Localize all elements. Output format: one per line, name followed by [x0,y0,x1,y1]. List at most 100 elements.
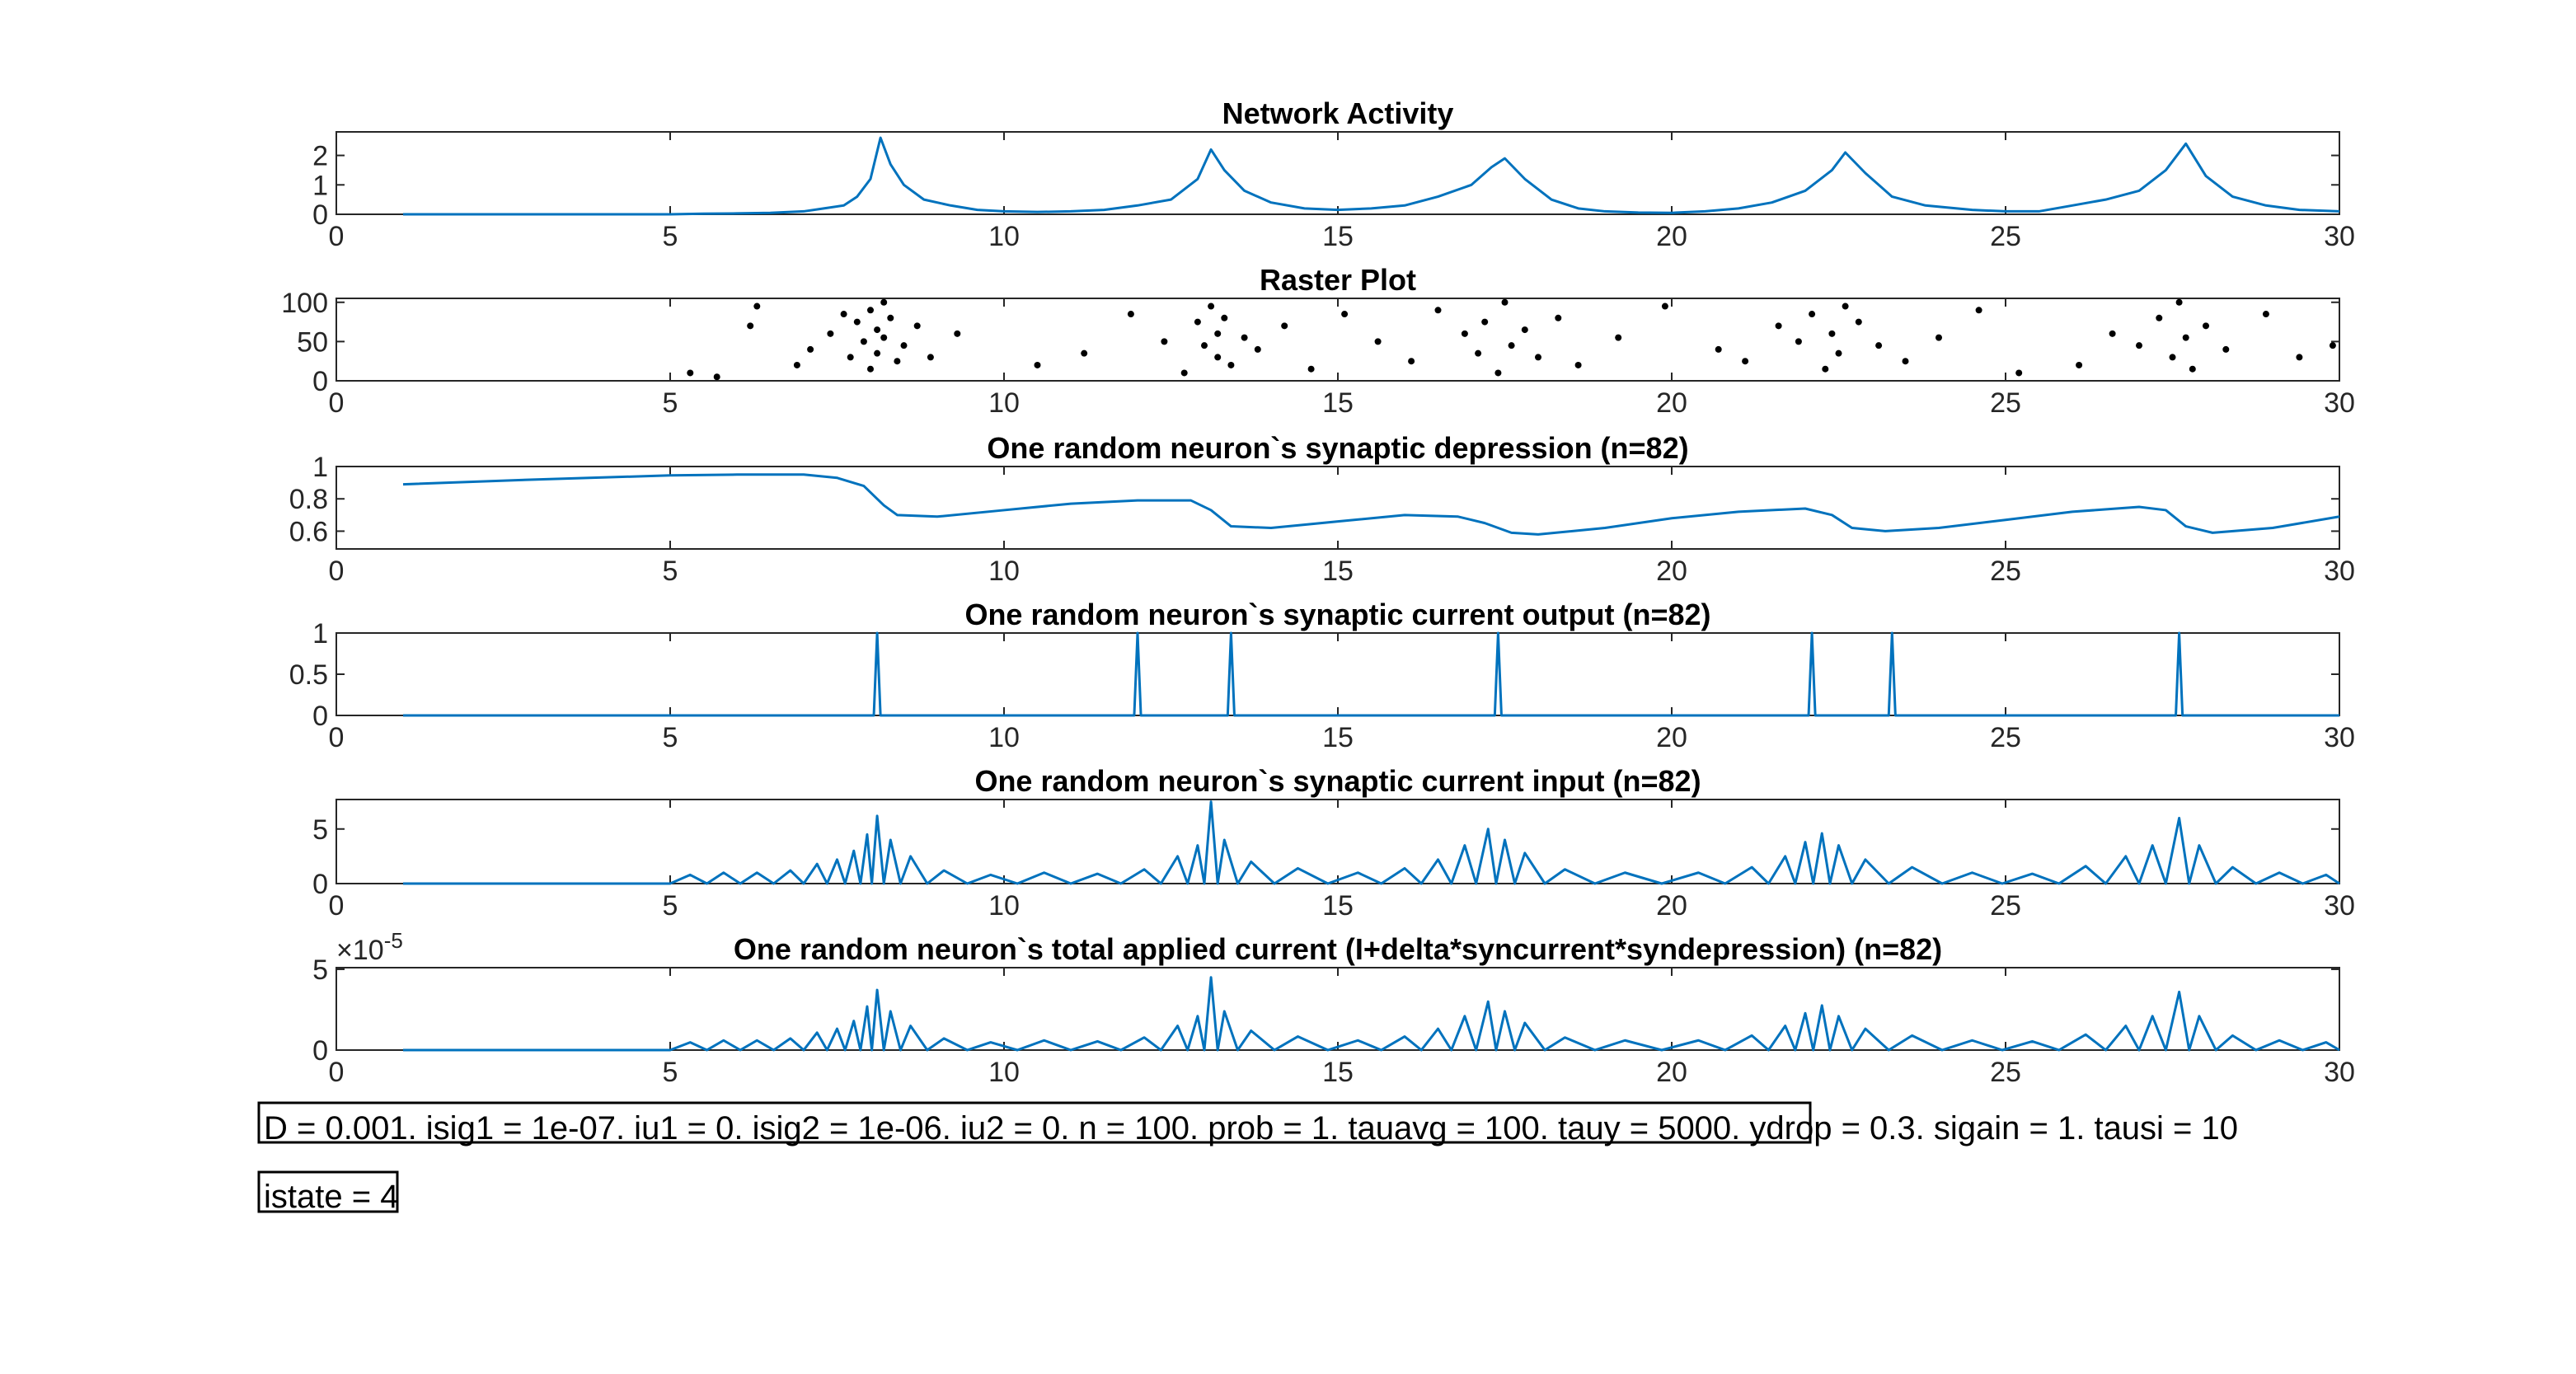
raster-dot [827,330,834,337]
exponent-power: -5 [384,928,403,953]
raster-dot [867,365,874,373]
raster-dot [1822,365,1829,373]
raster-dot [894,358,901,365]
raster-dot [1715,345,1722,353]
raster-dot [1555,314,1562,321]
raster-dot [1975,307,1982,314]
raster-dot [1434,307,1442,314]
raster-dot [1461,330,1468,337]
x-tick-label: 25 [1990,890,2021,921]
y-tick-label: 5 [312,954,328,986]
y-tick-label: 1 [312,452,328,483]
raster-dot [1835,349,1842,357]
raster-dot [1374,338,1382,345]
data-line [403,136,2340,216]
raster-dot [687,369,694,377]
raster-dot [2076,361,2083,368]
raster-dot [1795,338,1802,345]
y-tick-label: 0 [312,366,328,397]
x-tick-label: 30 [2324,221,2355,252]
x-tick-label: 25 [1990,387,2021,419]
data-line [403,800,2340,885]
raster-dot [1227,361,1235,368]
y-tick-label: 0 [312,1035,328,1067]
raster-dot [913,322,921,330]
axes-box [335,632,2340,716]
raster-dot [1936,334,1942,341]
x-tick-label: 5 [663,890,678,921]
raster-dot [1221,314,1228,321]
raster-dot [1809,311,1816,318]
raster-dot [1208,302,1215,310]
x-tick-label: 25 [1990,722,2021,753]
axes-box [335,298,2340,382]
raster-dot [1508,342,1515,349]
annotation-box [257,1101,1812,1144]
x-tick-label: 10 [988,221,1020,252]
x-tick-label: 0 [329,556,345,587]
raster-dot [860,338,867,345]
y-tick-label: 0 [312,701,328,732]
raster-dot [874,349,881,357]
y-tick-label: 5 [312,814,328,846]
x-tick-label: 20 [1656,387,1687,419]
raster-dot [1241,334,1248,341]
y-tick-label: 1 [312,170,328,201]
chart-title: One random neuron`s synaptic depression … [987,431,1688,465]
raster-dot [1194,318,1201,326]
y-tick-label: 50 [297,326,328,358]
raster-dot [753,302,761,310]
y-tick-label: 0.5 [289,659,328,691]
raster-dot [1475,349,1482,357]
raster-dot [2156,314,2163,321]
raster-dot [1408,358,1415,365]
raster-dot [887,314,894,321]
x-tick-label: 15 [1322,556,1354,587]
raster-dot [1902,358,1909,365]
raster-dot [880,298,888,306]
x-tick-label: 20 [1656,890,1687,921]
raster-dot [2262,311,2269,318]
raster-dot [1034,361,1041,368]
raster-dot [1307,365,1315,373]
x-tick-label: 25 [1990,1057,2021,1088]
annotation: D = 0.001. isig1 = 1e-07. iu1 = 0. isig2… [264,1110,2238,1147]
y-tick-label: 100 [281,288,328,319]
raster-dot [1127,311,1134,318]
raster-dot [2015,369,2023,377]
raster-dot [1180,369,1188,377]
raster-dot [880,334,888,341]
raster-dot [1842,302,1849,310]
x-tick-label: 10 [988,1057,1020,1088]
y-tick-label: 2 [312,141,328,172]
raster-dot [1775,322,1782,330]
x-tick-label: 15 [1322,1057,1354,1088]
raster-dot [927,354,934,361]
y-tick-label: 1 [312,618,328,649]
raster-dot [2109,330,2116,337]
raster-dot [2175,298,2183,306]
x-tick-label: 20 [1656,1057,1687,1088]
x-tick-label: 5 [663,1057,678,1088]
chart-title: One random neuron`s synaptic current out… [964,598,1710,631]
x-tick-label: 10 [988,890,1020,921]
raster-dot [1535,354,1541,361]
raster-dot [1875,342,1883,349]
raster-dot [1281,322,1288,330]
raster-dot [2222,345,2230,353]
raster-dot [807,345,814,353]
x-tick-label: 0 [329,890,345,921]
data-line [402,473,2340,536]
x-tick-label: 10 [988,722,1020,753]
chart-title: One random neuron`s synaptic current inp… [974,764,1701,798]
raster-dot [1855,318,1862,326]
y-tick-label: 0 [312,199,328,231]
x-tick-label: 0 [329,1057,345,1088]
y-tick-label: 0.8 [289,484,328,515]
x-tick-label: 0 [329,722,345,753]
raster-dot [900,342,908,349]
raster-dot [1214,330,1222,337]
chart-title: Raster Plot [1260,263,1416,297]
